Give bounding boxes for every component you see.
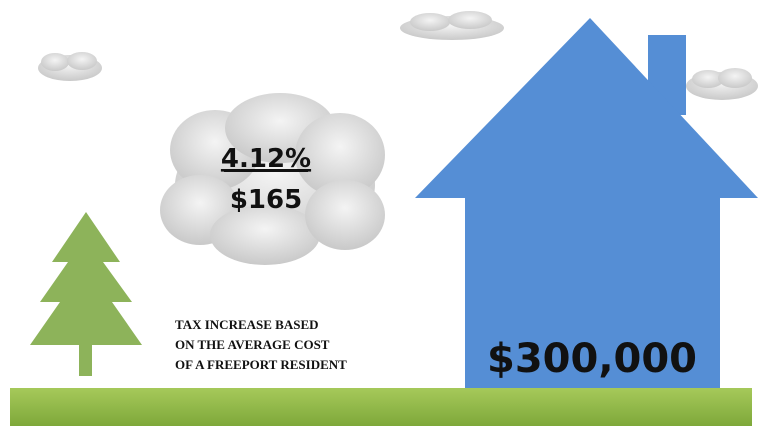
tax-amount: $165	[230, 185, 302, 215]
caption-line: OF A FREEPORT RESIDENT	[175, 357, 347, 372]
house	[415, 18, 758, 391]
caption-line: TAX INCREASE BASED	[175, 317, 319, 332]
tree	[30, 212, 142, 376]
tax-percent: 4.12%	[221, 144, 311, 174]
caption-line: ON THE AVERAGE COST	[175, 337, 330, 352]
ground	[10, 388, 752, 426]
small-cloud	[686, 68, 758, 100]
caption: TAX INCREASE BASED ON THE AVERAGE COST O…	[175, 317, 347, 372]
big-cloud	[160, 93, 385, 265]
small-cloud	[38, 52, 102, 81]
small-cloud	[400, 11, 504, 40]
house-value: $300,000	[487, 336, 697, 382]
